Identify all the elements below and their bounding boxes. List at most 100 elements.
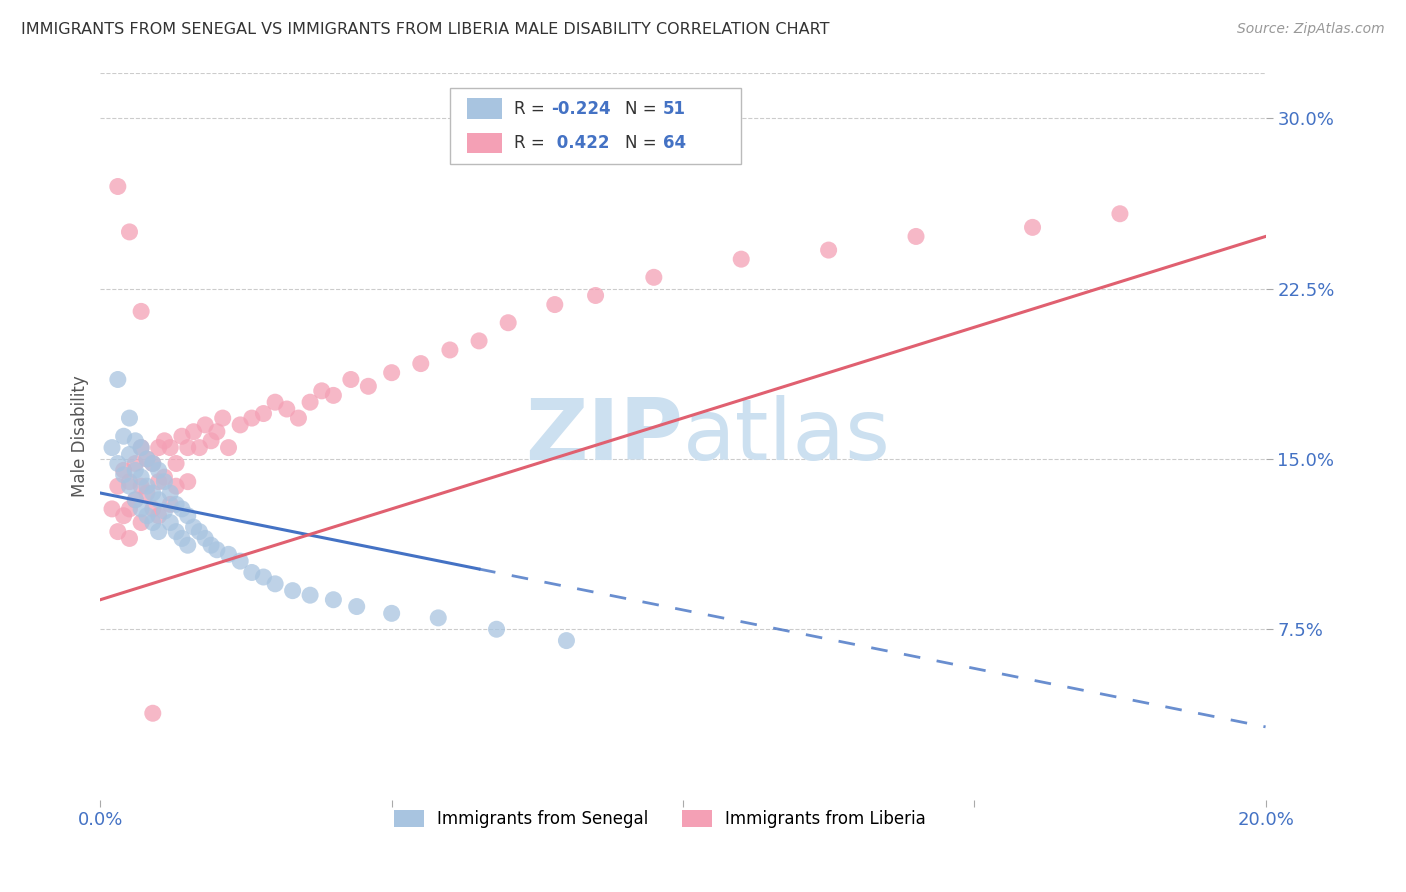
Point (142, 486, 165, 500)
Point (107, 524, 129, 539)
Point (427, 611, 450, 625)
Point (229, 417, 252, 432)
Point (170, 429, 193, 443)
Point (142, 457, 165, 471)
Point (136, 486, 159, 500)
Point (240, 411, 263, 425)
Point (183, 425, 205, 439)
Point (165, 457, 187, 471)
Point (281, 583, 304, 598)
Point (311, 384, 333, 398)
Point (194, 417, 217, 432)
Point (129, 502, 152, 516)
Point (124, 463, 146, 477)
Point (177, 538, 200, 552)
Point (159, 486, 181, 500)
Point (357, 379, 380, 393)
Point (346, 599, 368, 614)
Point (177, 441, 200, 455)
Text: 0.422: 0.422 (551, 134, 610, 153)
Point (555, 633, 578, 648)
FancyBboxPatch shape (450, 87, 741, 164)
Point (118, 502, 141, 516)
Text: atlas: atlas (683, 395, 891, 478)
Point (142, 457, 165, 471)
Point (101, 502, 124, 516)
Point (159, 497, 181, 511)
Point (107, 179, 129, 194)
Point (136, 508, 159, 523)
Point (165, 497, 187, 511)
Point (107, 372, 129, 386)
Text: ZIP: ZIP (526, 395, 683, 478)
Point (153, 470, 176, 484)
Point (112, 508, 135, 523)
Point (142, 516, 165, 530)
Point (340, 372, 363, 386)
Point (817, 243, 839, 257)
Point (148, 492, 170, 507)
Point (194, 532, 217, 546)
Text: -0.224: -0.224 (551, 100, 612, 118)
Point (276, 402, 298, 417)
Point (107, 457, 129, 471)
Point (118, 225, 141, 239)
Point (218, 547, 240, 561)
Point (205, 542, 228, 557)
Point (159, 516, 181, 530)
Point (124, 457, 146, 471)
Point (129, 441, 152, 455)
Point (205, 425, 228, 439)
Point (211, 411, 233, 425)
Point (905, 229, 928, 244)
Point (107, 479, 129, 493)
Point (159, 441, 181, 455)
Text: N =: N = (624, 100, 662, 118)
Point (136, 452, 159, 467)
Point (136, 479, 159, 493)
Point (299, 395, 322, 409)
Point (153, 475, 176, 489)
Point (200, 434, 222, 448)
Point (118, 411, 141, 425)
Point (218, 441, 240, 455)
Point (730, 252, 752, 267)
Point (129, 441, 152, 455)
Point (252, 570, 274, 584)
Point (148, 524, 170, 539)
Text: 64: 64 (664, 134, 686, 153)
Point (643, 270, 665, 285)
Point (468, 334, 491, 348)
Point (264, 577, 287, 591)
Point (112, 467, 135, 482)
Point (170, 532, 193, 546)
Point (322, 592, 344, 607)
Point (240, 566, 263, 580)
Point (1109, 207, 1132, 221)
Point (129, 479, 152, 493)
Point (118, 447, 141, 461)
Point (142, 706, 165, 721)
Point (165, 479, 187, 493)
Point (153, 434, 176, 448)
Point (101, 441, 124, 455)
Point (264, 395, 287, 409)
Point (381, 366, 404, 380)
Point (252, 407, 274, 421)
Point (287, 411, 309, 425)
Point (585, 288, 607, 302)
Point (485, 622, 508, 636)
Point (299, 588, 322, 602)
Point (129, 470, 152, 484)
Point (183, 520, 205, 534)
Text: IMMIGRANTS FROM SENEGAL VS IMMIGRANTS FROM LIBERIA MALE DISABILITY CORRELATION C: IMMIGRANTS FROM SENEGAL VS IMMIGRANTS FR… (21, 22, 830, 37)
Point (229, 554, 252, 568)
Point (153, 504, 176, 518)
Point (118, 479, 141, 493)
Point (124, 492, 146, 507)
Point (129, 516, 152, 530)
Text: R =: R = (515, 134, 550, 153)
Point (148, 463, 170, 477)
Point (544, 297, 567, 311)
Point (148, 441, 170, 455)
